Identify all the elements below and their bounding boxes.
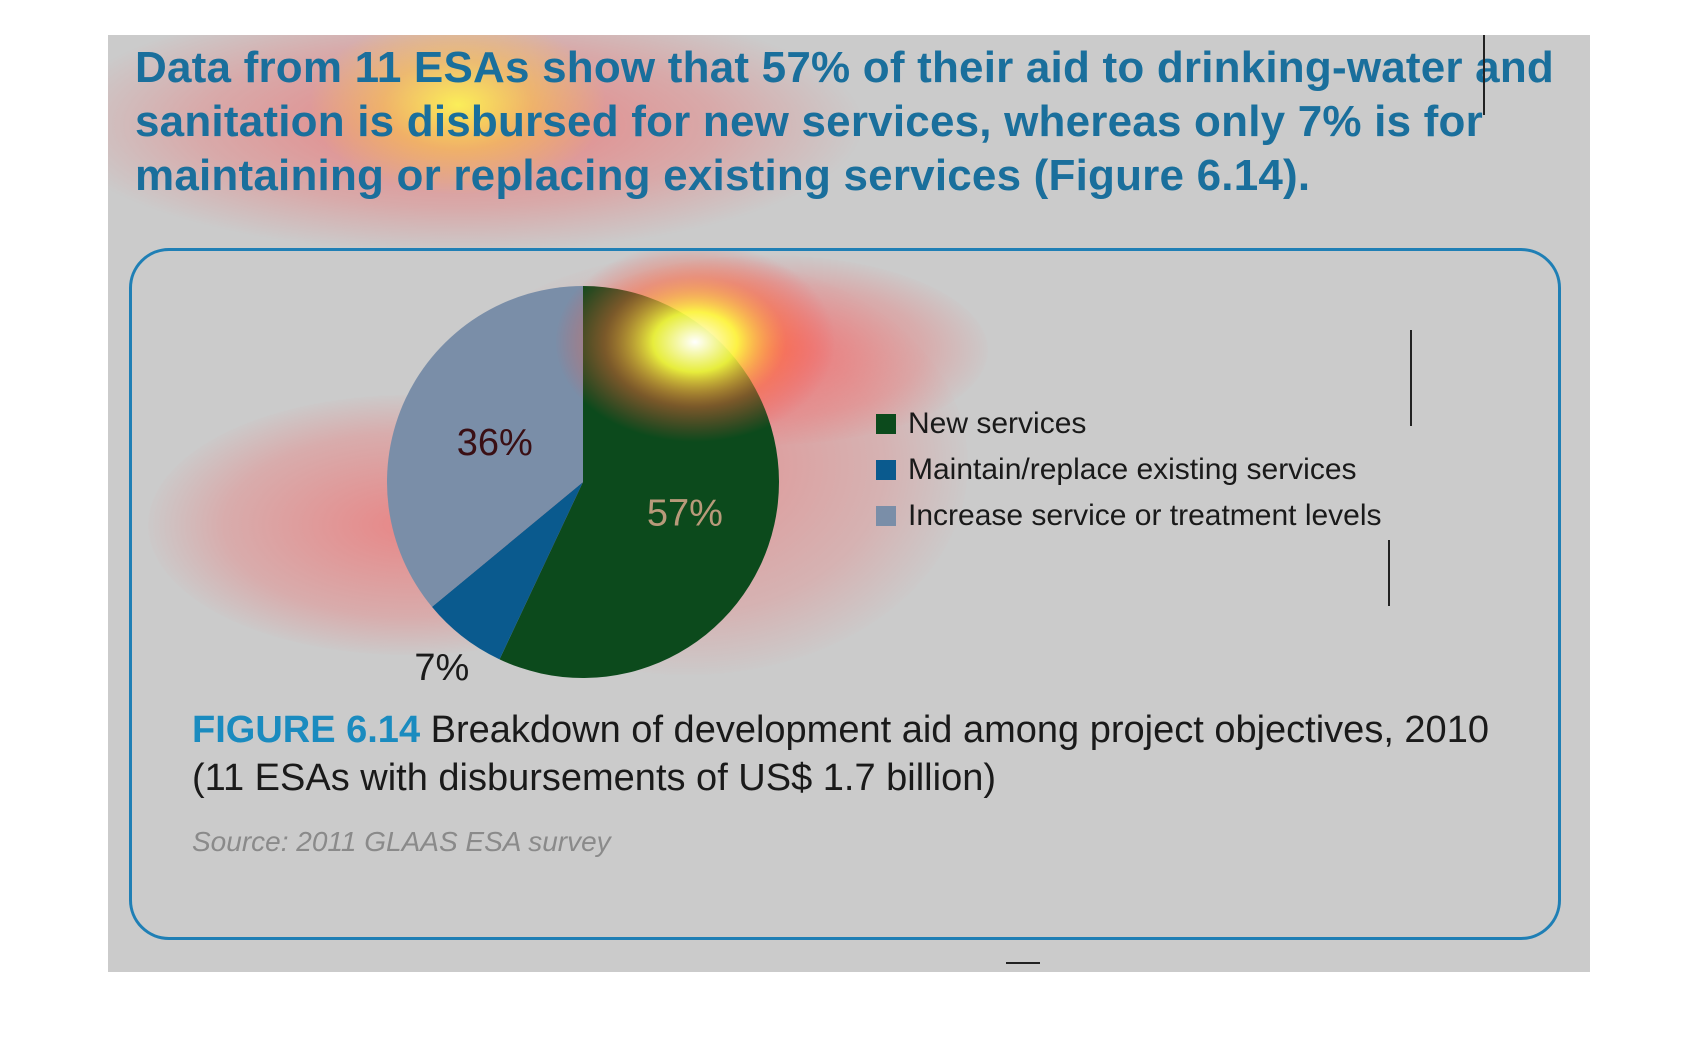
headline: Data from 11 ESAs show that 57% of their… <box>135 43 1555 200</box>
pie-slice-label: 7% <box>414 647 469 689</box>
figure-caption-text: Breakdown of development aid among proje… <box>192 709 1489 799</box>
stray-line <box>1006 962 1040 964</box>
legend-item-maintain-replace: Maintain/replace existing services <box>876 447 1382 493</box>
chart-box: 57% 7% 36% New services Maintain/replace e… <box>129 248 1561 940</box>
pie-slice <box>386 286 583 607</box>
legend-item-increase-service: Increase service or treatment levels <box>876 493 1382 539</box>
legend-item-new-services: New services <box>876 401 1382 447</box>
legend-label: Increase service or treatment levels <box>908 499 1382 532</box>
heat-glow-pie <box>555 251 835 442</box>
pie-slice-label: 36% <box>457 422 533 464</box>
legend-swatch <box>876 506 896 526</box>
stray-line <box>1388 540 1390 606</box>
legend-label: New services <box>908 407 1087 440</box>
figure-caption: FIGURE 6.14 Breakdown of development aid… <box>192 706 1492 802</box>
figure-panel: Data from 11 ESAs show that 57% of their… <box>108 35 1590 972</box>
legend-swatch <box>876 460 896 480</box>
stray-line <box>1410 330 1412 426</box>
figure-source: Source: 2011 GLAAS ESA survey <box>192 826 611 857</box>
pie-slice <box>431 482 583 660</box>
pie-chart: 57% 7% 36% <box>386 251 835 689</box>
figure-number: FIGURE 6.14 <box>192 709 421 751</box>
legend-label: Maintain/replace existing services <box>908 453 1357 486</box>
pie-slice-label: 57% <box>647 492 723 534</box>
legend: New services Maintain/replace existing s… <box>876 401 1382 539</box>
legend-swatch <box>876 414 896 434</box>
stray-line <box>1483 35 1485 115</box>
